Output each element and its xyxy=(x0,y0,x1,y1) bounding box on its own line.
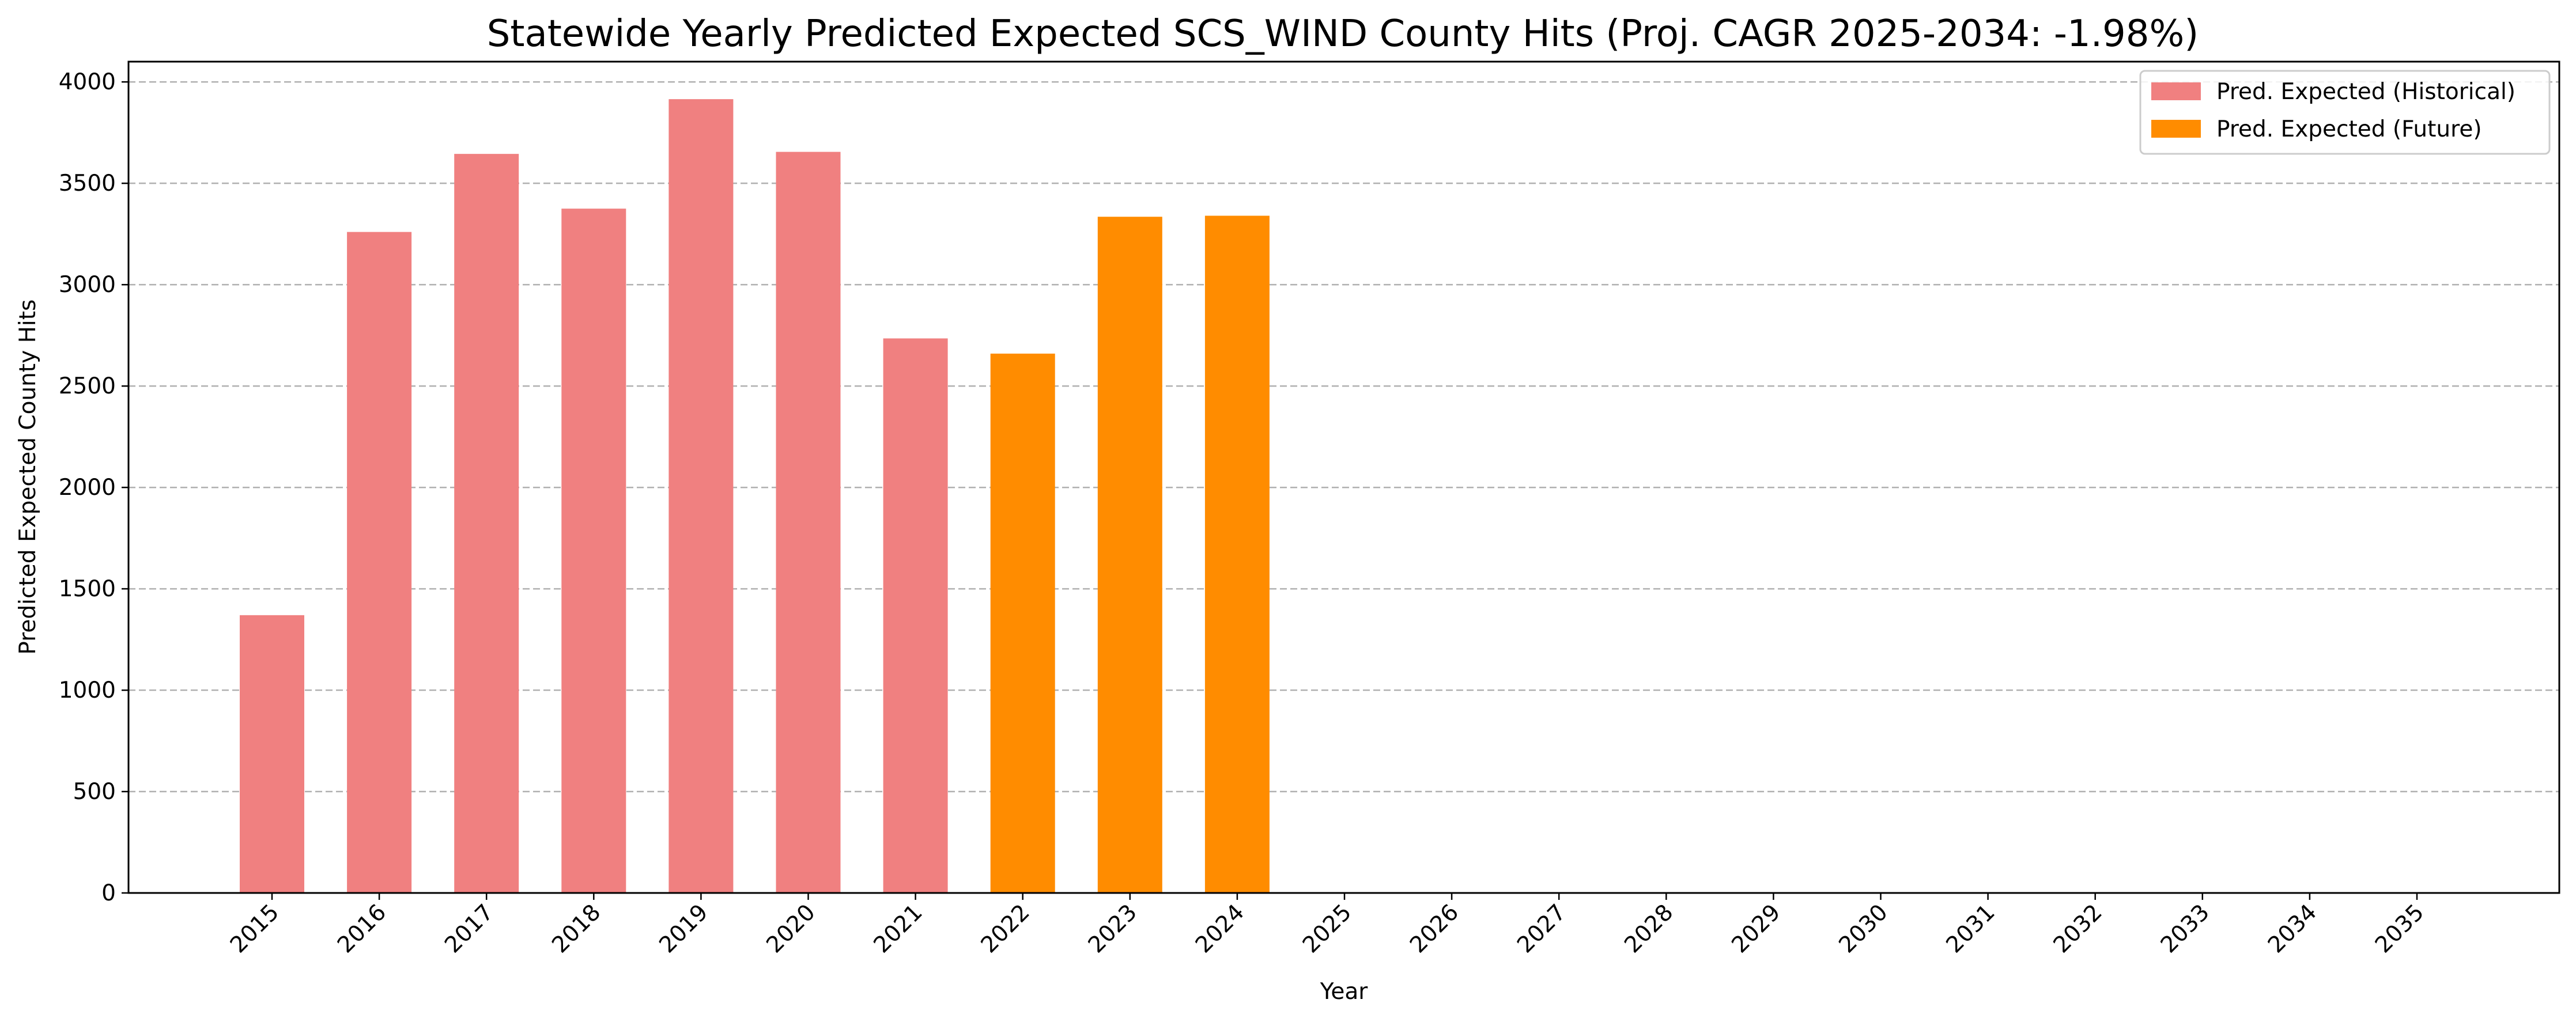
legend-frame xyxy=(2139,70,2551,155)
y-tick-label: 2500 xyxy=(59,373,116,399)
y-axis-label: Predicted Expected County Hits xyxy=(15,300,41,655)
bar-historical-2017 xyxy=(454,154,519,893)
chart-title: Statewide Yearly Predicted Expected SCS_… xyxy=(487,13,2199,55)
y-tick-label: 0 xyxy=(101,880,116,906)
y-tick-label: 4000 xyxy=(59,69,116,95)
y-tick-label: 500 xyxy=(73,779,116,805)
x-axis-label: Year xyxy=(1320,979,1369,1005)
bar-historical-2019 xyxy=(668,99,734,894)
bar-historical-2021 xyxy=(883,338,948,893)
bar-historical-2015 xyxy=(240,615,304,893)
bar-future-2024 xyxy=(1204,215,1270,894)
y-tick-label: 3500 xyxy=(59,171,116,196)
bar-historical-2018 xyxy=(561,209,626,893)
y-tick-label: 1500 xyxy=(59,576,116,602)
legend-swatch-future xyxy=(2151,120,2201,138)
bar-future-2022 xyxy=(990,353,1055,893)
bar-historical-2020 xyxy=(776,152,841,893)
legend-label-historical: Pred. Expected (Historical) xyxy=(2216,79,2515,105)
y-tick-label: 1000 xyxy=(59,677,116,703)
y-tick-label: 3000 xyxy=(59,272,116,298)
legend: Pred. Expected (Historical) Pred. Expect… xyxy=(2139,70,2551,155)
legend-label-future: Pred. Expected (Future) xyxy=(2216,116,2482,142)
y-tick-label: 2000 xyxy=(59,475,116,501)
grid-lines xyxy=(129,81,2559,793)
legend-swatch-historical xyxy=(2151,82,2201,100)
bar-historical-2016 xyxy=(347,232,412,893)
bars xyxy=(240,99,1270,894)
bar-future-2023 xyxy=(1097,217,1162,893)
y-axis-ticks: 0 500 1000 1500 2000 2500 3000 3500 4000 xyxy=(59,69,129,906)
